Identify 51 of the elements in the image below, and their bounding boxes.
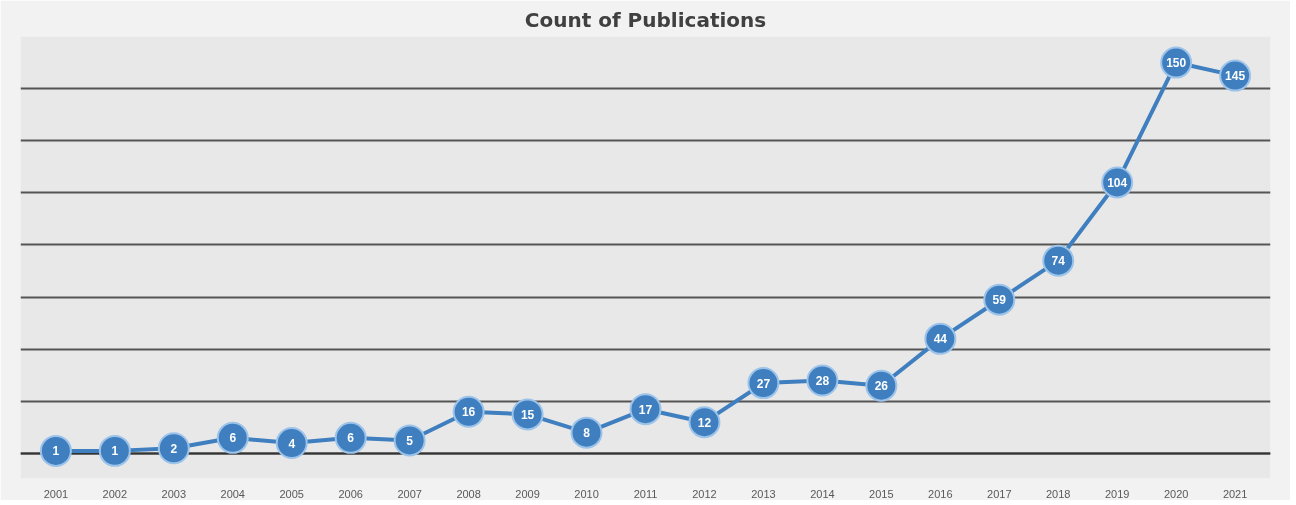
data-label: 1 — [111, 444, 119, 459]
x-tick-label: 2004 — [220, 487, 246, 500]
x-tick-label: 2016 — [928, 487, 953, 500]
data-label: 12 — [697, 415, 712, 430]
data-label: 74 — [1051, 254, 1066, 269]
x-tick-label: 2017 — [987, 487, 1012, 500]
point — [570, 416, 603, 449]
x-tick-label: 2012 — [692, 487, 717, 500]
data-label: 6 — [229, 431, 237, 446]
data-label: 17 — [638, 402, 653, 417]
x-tick-label: 2011 — [633, 487, 658, 500]
data-label: 59 — [992, 293, 1007, 308]
x-tick-label: 2007 — [397, 487, 422, 500]
data-label: 4 — [288, 436, 296, 451]
x-tick-label: 2006 — [338, 487, 363, 500]
x-tick-label: 2002 — [102, 487, 128, 500]
data-label: 8 — [583, 426, 591, 441]
point — [275, 427, 308, 460]
data-label: 16 — [461, 405, 476, 420]
point — [334, 421, 367, 454]
x-tick-label: 2009 — [515, 487, 540, 500]
x-tick-label: 2003 — [161, 487, 187, 500]
x-tick-label: 2015 — [869, 487, 894, 500]
x-tick-label: 2005 — [279, 487, 304, 500]
x-tick-label: 2010 — [574, 487, 599, 500]
data-label: 1 — [52, 444, 60, 459]
data-label: 15 — [520, 407, 535, 422]
data-label: 6 — [347, 431, 355, 446]
x-tick-label: 2001 — [43, 487, 69, 500]
x-tick-label: 2019 — [1104, 487, 1130, 500]
data-label: 145 — [1225, 69, 1246, 84]
data-label: 2 — [170, 441, 178, 456]
data-label: 104 — [1107, 175, 1128, 190]
x-tick-label: 2020 — [1163, 487, 1189, 500]
data-label: 26 — [874, 379, 889, 394]
x-tick-label: 2013 — [751, 487, 776, 500]
data-label: 28 — [815, 374, 830, 389]
x-tick-label: 2021 — [1222, 487, 1248, 500]
point — [39, 434, 72, 467]
x-tick-label: 2018 — [1046, 487, 1071, 500]
data-label: 27 — [756, 376, 771, 391]
point — [98, 434, 131, 467]
point — [216, 421, 249, 454]
point — [393, 424, 426, 457]
point — [157, 432, 190, 465]
x-tick-label: 2008 — [456, 487, 481, 500]
data-label: 5 — [406, 433, 414, 448]
data-label: 44 — [933, 332, 948, 347]
x-tick-label: 2014 — [810, 487, 835, 500]
data-label: 150 — [1166, 56, 1187, 71]
chart-title: Count of Publications — [524, 7, 767, 32]
